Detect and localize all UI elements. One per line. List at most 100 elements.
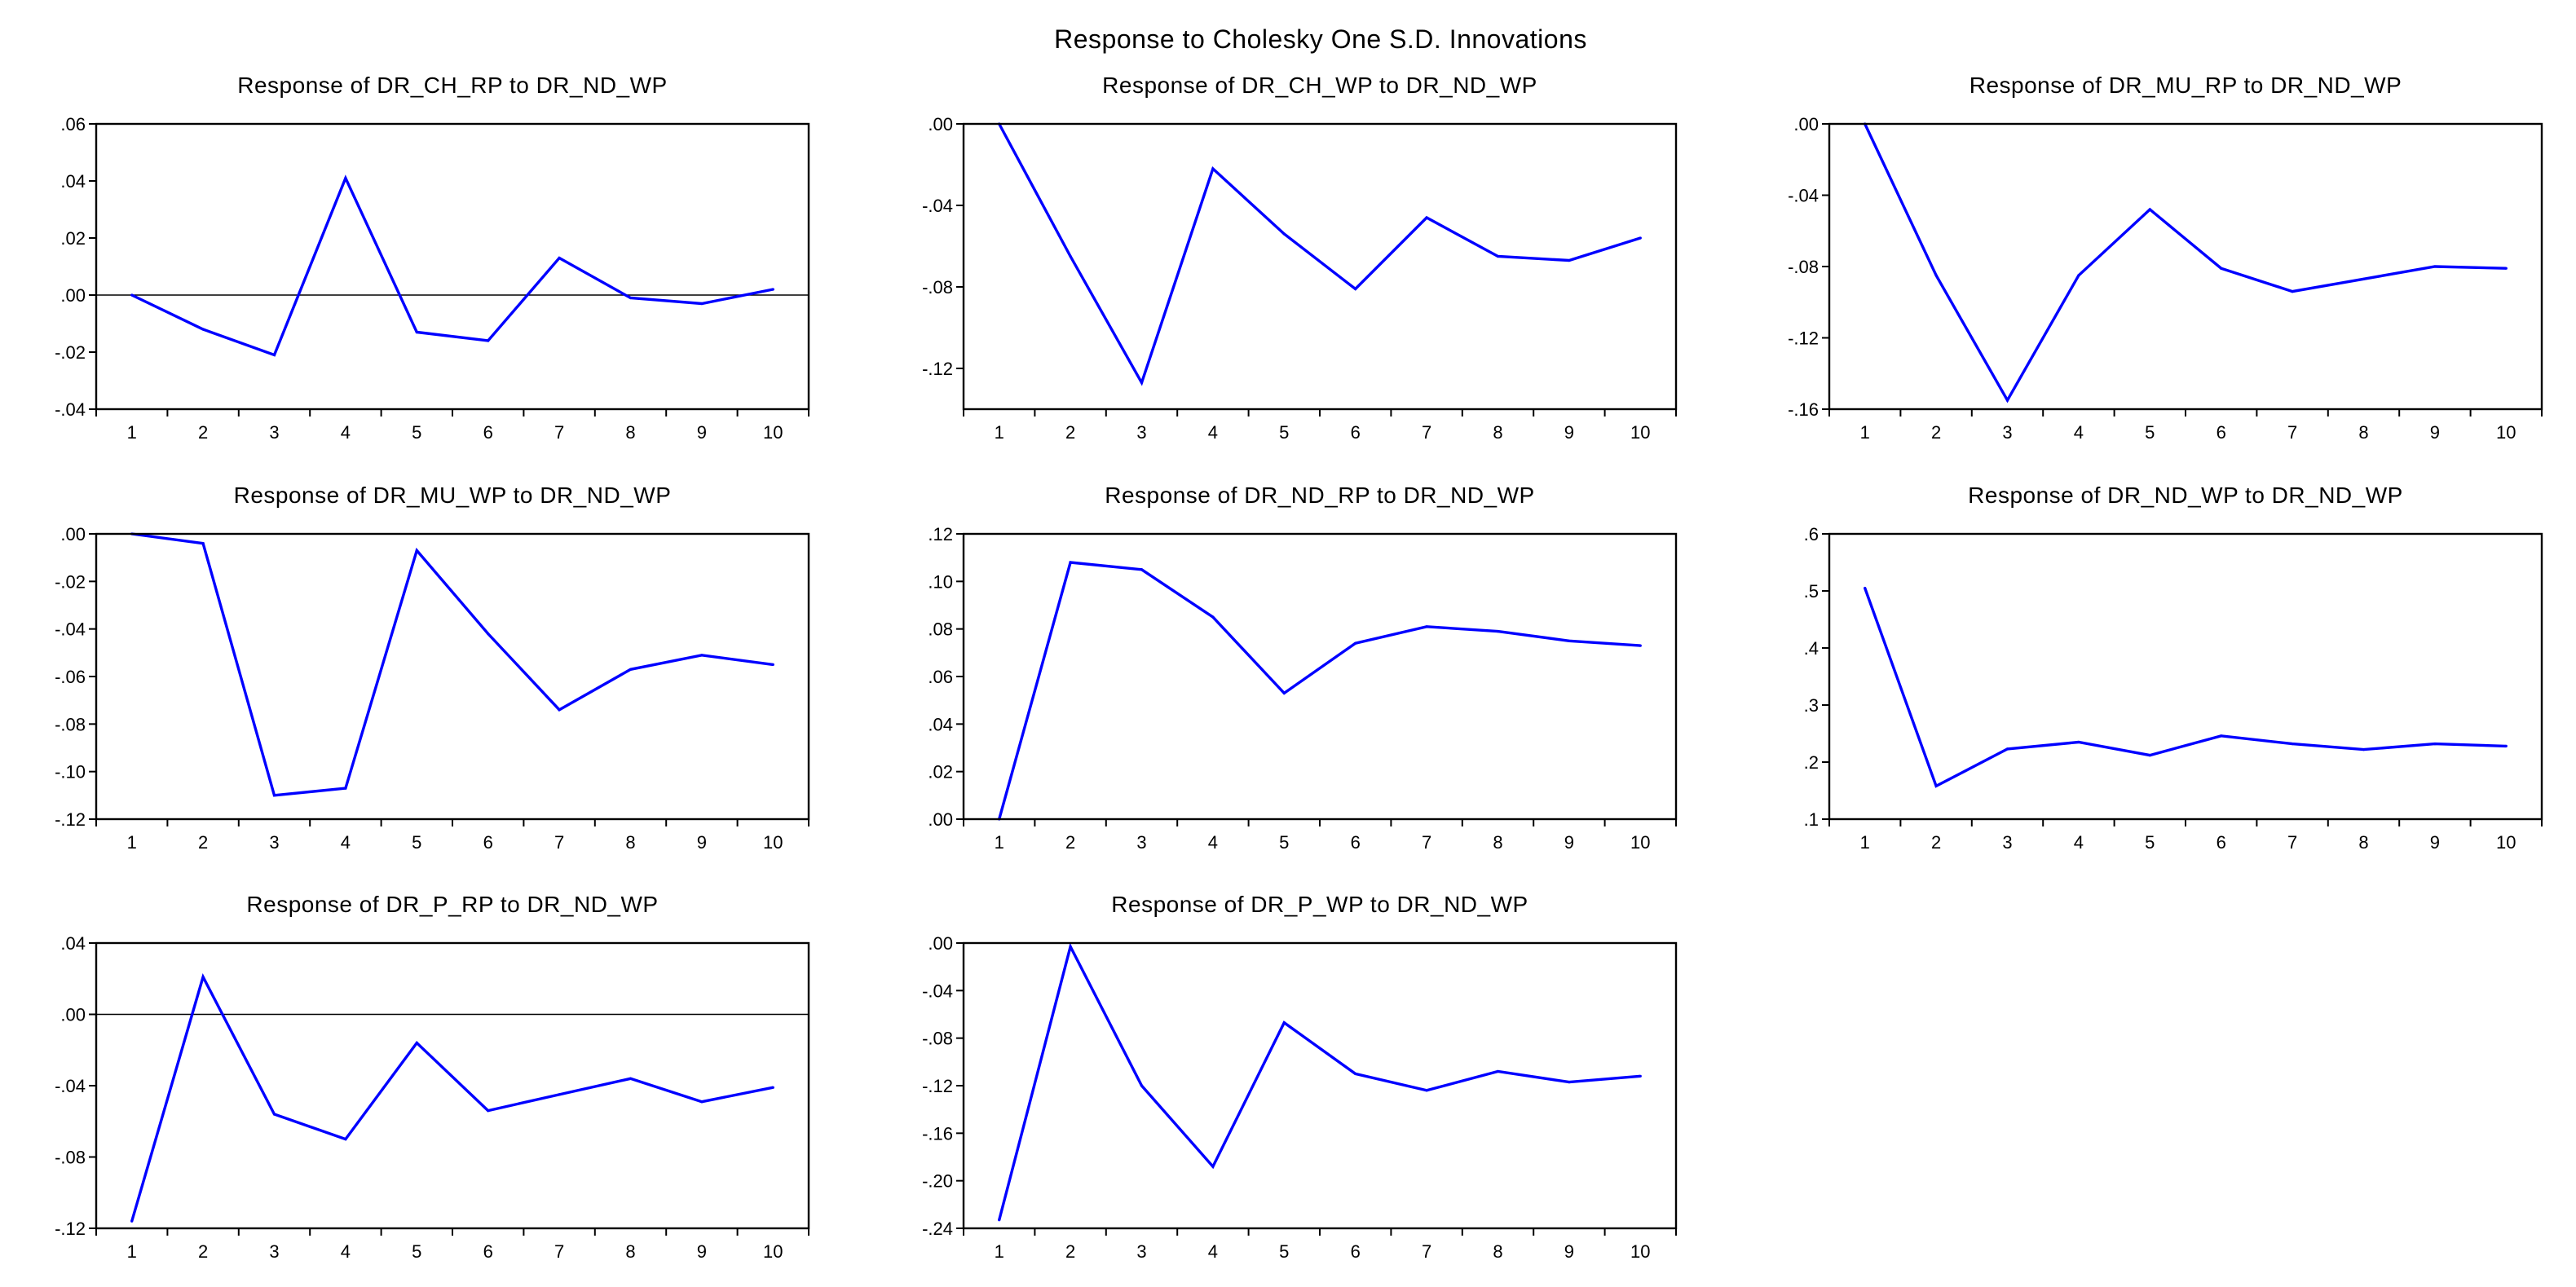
y-tick-label: -.12 [55, 809, 86, 830]
x-tick-label: 9 [2430, 832, 2440, 853]
data-point [1282, 691, 1286, 695]
data-point [1639, 1074, 1642, 1078]
panel-title: Response of DR_ND_WP to DR_ND_WP [1968, 483, 2403, 508]
data-point [2148, 754, 2151, 757]
x-tick-label: 3 [269, 422, 279, 443]
y-tick-label: .04 [60, 171, 86, 192]
data-point [415, 549, 418, 553]
x-tick-label: 6 [483, 832, 493, 853]
x-tick-label: 7 [1422, 422, 1431, 443]
data-point [130, 293, 134, 297]
data-point [415, 1041, 418, 1045]
data-point [1282, 1021, 1286, 1025]
data-point [487, 1109, 490, 1113]
panel-title: Response of DR_P_RP to DR_ND_WP [246, 892, 658, 917]
y-tick-label: .06 [60, 114, 86, 134]
data-point [487, 339, 490, 342]
data-point [998, 1219, 1001, 1222]
y-tick-label: .08 [928, 619, 953, 640]
data-point [1140, 568, 1144, 571]
y-tick-label: .2 [1804, 752, 1819, 773]
irf-panel: Response of DR_ND_WP to DR_ND_WP .1 .2 .3 .4… [1804, 483, 2543, 853]
x-tick-label: 1 [995, 832, 1004, 853]
x-tick-label: 2 [198, 422, 208, 443]
data-point [1282, 232, 1286, 236]
data-point [700, 654, 704, 657]
x-tick-label: 7 [1422, 1241, 1431, 1262]
x-tick-label: 8 [1493, 422, 1502, 443]
x-tick-label: 10 [2496, 832, 2516, 853]
response-line [131, 532, 774, 797]
data-point [2148, 208, 2151, 211]
y-tick-label: .1 [1804, 809, 1819, 830]
x-tick-label: 5 [412, 422, 421, 443]
data-point [2504, 744, 2508, 748]
panel-title: Response of DR_P_WP to DR_ND_WP [1111, 892, 1528, 917]
y-tick-label: .10 [928, 571, 953, 592]
y-tick-label: .00 [60, 1005, 86, 1025]
response-line [130, 973, 774, 1222]
y-tick-label: -.04 [1788, 186, 1819, 206]
x-tick-label: 10 [1630, 422, 1650, 443]
response-line [1864, 123, 2507, 403]
x-tick-label: 3 [1136, 1241, 1146, 1262]
x-tick-label: 6 [483, 422, 493, 443]
y-tick-label: .00 [60, 524, 86, 544]
x-tick-label: 9 [1564, 1241, 1574, 1262]
y-tick-label: .00 [928, 809, 953, 830]
response-line [998, 942, 1641, 1221]
data-point [415, 330, 418, 334]
x-tick-label: 10 [1630, 1241, 1650, 1262]
data-point [1069, 254, 1072, 258]
x-tick-label: 7 [554, 832, 564, 853]
panel-title: Response of DR_ND_RP to DR_ND_WP [1105, 483, 1534, 508]
data-point [130, 1219, 134, 1223]
data-point [2291, 290, 2294, 293]
y-tick-label: -.02 [55, 342, 86, 363]
data-point [629, 1077, 633, 1080]
x-tick-label: 4 [1208, 422, 1218, 443]
y-tick-label: -.04 [922, 196, 953, 216]
data-point [2291, 743, 2294, 746]
data-point [2220, 734, 2223, 738]
data-point [2220, 267, 2223, 270]
data-point [2362, 748, 2366, 751]
data-point [1639, 644, 1642, 647]
x-tick-label: 4 [2074, 422, 2084, 443]
y-tick-label: -.12 [1788, 328, 1819, 349]
x-tick-label: 7 [2287, 422, 2297, 443]
data-point [2433, 743, 2437, 746]
y-tick-label: -.04 [55, 1076, 86, 1096]
y-tick-label: -.02 [55, 571, 86, 592]
y-tick-label: -.10 [55, 762, 86, 782]
data-point [2005, 399, 2009, 402]
y-tick-label: .00 [928, 114, 953, 134]
irf-panel: Response of DR_CH_WP to DR_ND_WP -.12 -.08… [922, 73, 1678, 443]
x-tick-label: 4 [1208, 832, 1218, 853]
y-tick-label: .12 [928, 524, 953, 544]
x-tick-label: 3 [269, 832, 279, 853]
plot-frame [95, 532, 810, 821]
data-point [1934, 274, 1938, 277]
x-tick-label: 8 [625, 832, 635, 853]
y-tick-label: .00 [60, 285, 86, 306]
data-point [1639, 236, 1642, 240]
x-tick-label: 4 [1208, 1241, 1218, 1262]
data-point [1425, 216, 1428, 219]
y-tick-label: .00 [928, 933, 953, 954]
irf-panels: Response of DR_CH_RP to DR_ND_WP -.04 -.02… [55, 73, 2543, 1262]
x-tick-label: 5 [1279, 832, 1289, 853]
x-tick-label: 10 [763, 1241, 783, 1262]
data-point [1354, 1072, 1357, 1075]
data-point [201, 542, 205, 545]
panel-title: Response of DR_CH_WP to DR_ND_WP [1102, 73, 1537, 98]
data-point [272, 353, 276, 357]
data-point [629, 296, 633, 300]
data-point [272, 794, 276, 797]
x-tick-label: 4 [341, 832, 351, 853]
irf-panel: Response of DR_MU_WP to DR_ND_WP -.12 -.10… [55, 483, 810, 853]
y-tick-label: -.16 [1788, 399, 1819, 420]
x-tick-label: 9 [697, 832, 707, 853]
x-tick-label: 2 [1065, 1241, 1075, 1262]
y-tick-label: -.06 [55, 667, 86, 687]
